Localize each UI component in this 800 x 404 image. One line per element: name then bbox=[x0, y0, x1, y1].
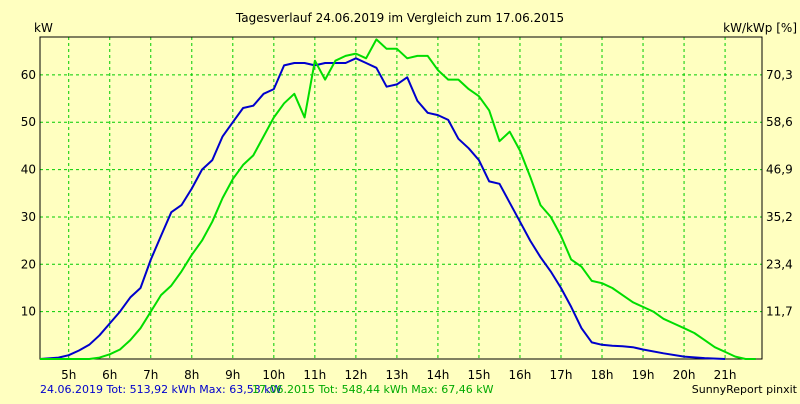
x-tick-label: 11h bbox=[303, 368, 326, 382]
y-axis-left-label: kW bbox=[34, 21, 53, 35]
x-tick-label: 13h bbox=[385, 368, 408, 382]
y-tick-label-right: 23,4 bbox=[766, 257, 793, 271]
legend-2019: 24.06.2019 Tot: 513,92 kWh Max: 63,53 kW bbox=[40, 383, 282, 396]
y-tick-label-right: 11,7 bbox=[766, 305, 793, 319]
y-tick-label-left: 20 bbox=[21, 257, 36, 271]
y-axis-right-label: kW/kWp [%] bbox=[723, 21, 797, 35]
y-tick-label-left: 30 bbox=[21, 210, 36, 224]
y-tick-label-right: 46,9 bbox=[766, 163, 793, 177]
x-tick-label: 14h bbox=[426, 368, 449, 382]
y-tick-label-left: 10 bbox=[21, 305, 36, 319]
x-tick-label: 18h bbox=[591, 368, 614, 382]
x-tick-label: 17h bbox=[550, 368, 573, 382]
x-tick-label: 8h bbox=[184, 368, 199, 382]
x-tick-label: 15h bbox=[468, 368, 491, 382]
tick-labels: 5h 6h 7h 8h 9h 10h 11h 12h 13h 14h 15h 16h 17h 18h 19h… bbox=[21, 68, 793, 382]
x-tick-label: 20h bbox=[673, 368, 696, 382]
y-tick-label-left: 50 bbox=[21, 115, 36, 129]
series-line-2019 bbox=[39, 57, 726, 360]
x-tick-label: 21h bbox=[714, 368, 737, 382]
x-tick-label: 16h bbox=[509, 368, 532, 382]
series-line-2015 bbox=[40, 38, 756, 360]
x-tick-label: 10h bbox=[262, 368, 285, 382]
legend-2015: 17.06.2015 Tot: 548,44 kWh Max: 67,46 kW bbox=[252, 383, 494, 396]
series-lines bbox=[39, 38, 756, 360]
x-tick-label: 5h bbox=[61, 368, 76, 382]
x-tick-label: 19h bbox=[632, 368, 655, 382]
y-tick-label-right: 70,3 bbox=[766, 68, 793, 82]
x-tick-label: 12h bbox=[344, 368, 367, 382]
plot-frame bbox=[39, 36, 763, 360]
x-tick-label: 9h bbox=[225, 368, 240, 382]
y-tick-label-right: 35,2 bbox=[766, 210, 793, 224]
y-tick-label-left: 60 bbox=[21, 68, 36, 82]
x-tick-label: 7h bbox=[143, 368, 158, 382]
y-tick-label-right: 58,6 bbox=[766, 115, 793, 129]
chart-title: Tagesverlauf 24.06.2019 im Vergleich zum… bbox=[235, 11, 564, 25]
grid bbox=[40, 37, 762, 359]
x-tick-label: 6h bbox=[102, 368, 117, 382]
credit-text: SunnyReport pinxit bbox=[692, 383, 798, 396]
y-tick-label-left: 40 bbox=[21, 163, 36, 177]
